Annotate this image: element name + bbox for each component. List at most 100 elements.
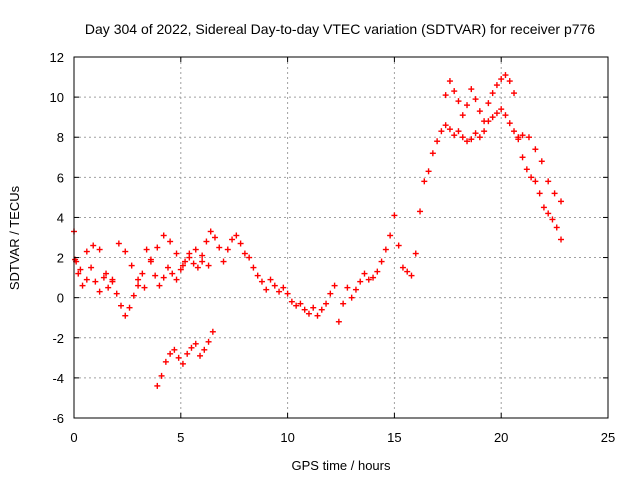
data-point (147, 258, 154, 265)
data-point (446, 78, 453, 85)
data-point (182, 258, 189, 265)
data-point (96, 246, 103, 253)
data-point (130, 292, 137, 299)
data-point (502, 112, 509, 119)
plot-frame (73, 56, 609, 419)
data-point (143, 246, 150, 253)
data-point (171, 346, 178, 353)
data-point (528, 174, 535, 181)
data-point (192, 246, 199, 253)
x-axis-label: GPS time / hours (292, 458, 391, 473)
data-point (216, 244, 223, 251)
data-point (558, 236, 565, 243)
data-point (207, 228, 214, 235)
y-tick-label: -4 (52, 371, 64, 386)
data-point (160, 274, 167, 281)
data-point (139, 270, 146, 277)
data-point (446, 126, 453, 133)
data-point (167, 238, 174, 245)
data-point (154, 382, 161, 389)
data-point (455, 128, 462, 135)
data-point (399, 264, 406, 271)
data-point (476, 134, 483, 141)
data-point (164, 264, 171, 271)
data-point (246, 254, 253, 261)
data-point (493, 82, 500, 89)
data-point (276, 288, 283, 295)
data-point (340, 300, 347, 307)
data-point (186, 254, 193, 261)
data-point (489, 90, 496, 97)
data-point (489, 114, 496, 121)
data-point (459, 134, 466, 141)
data-point (545, 210, 552, 217)
data-point (485, 100, 492, 107)
data-point (538, 158, 545, 165)
data-point (442, 92, 449, 99)
data-point (152, 272, 159, 279)
data-point (451, 88, 458, 95)
data-point (429, 150, 436, 157)
data-point (391, 212, 398, 219)
data-point (122, 312, 129, 319)
data-point (103, 270, 110, 277)
data-point (241, 250, 248, 257)
data-point (237, 240, 244, 247)
data-point (267, 276, 274, 283)
data-point (468, 86, 475, 93)
data-point (451, 132, 458, 139)
data-point (511, 128, 518, 135)
data-point (188, 344, 195, 351)
data-point (417, 208, 424, 215)
data-point (122, 248, 129, 255)
data-point (154, 244, 161, 251)
data-point (203, 238, 210, 245)
data-point (271, 282, 278, 289)
data-point (184, 350, 191, 357)
data-point (156, 282, 163, 289)
y-tick-label: -2 (52, 331, 64, 346)
data-point (100, 274, 107, 281)
data-point (532, 178, 539, 185)
data-point (459, 112, 466, 119)
data-point (293, 302, 300, 309)
data-point (425, 168, 432, 175)
data-point (519, 132, 526, 139)
data-point (357, 278, 364, 285)
data-point (205, 338, 212, 345)
data-point (395, 242, 402, 249)
data-point (323, 300, 330, 307)
data-point (167, 350, 174, 357)
data-point (158, 372, 165, 379)
data-point (179, 262, 186, 269)
data-point (79, 282, 86, 289)
data-point (128, 262, 135, 269)
data-point (205, 262, 212, 269)
data-point (352, 286, 359, 293)
data-point (412, 250, 419, 257)
data-point (387, 232, 394, 239)
data-point (464, 138, 471, 145)
data-point (115, 240, 122, 247)
data-point (421, 178, 428, 185)
data-point (77, 266, 84, 273)
data-point (442, 122, 449, 129)
data-point (515, 134, 522, 141)
data-point (536, 190, 543, 197)
data-point (545, 178, 552, 185)
data-point (126, 304, 133, 311)
y-tick-label: -6 (52, 411, 64, 426)
data-point (455, 98, 462, 105)
grid-layer (74, 57, 608, 418)
data-point (310, 304, 317, 311)
x-tick-label: 0 (70, 430, 77, 445)
data-point (88, 264, 95, 271)
data-point (224, 246, 231, 253)
data-point (481, 118, 488, 125)
data-point (476, 108, 483, 115)
data-point (233, 232, 240, 239)
data-point (498, 76, 505, 83)
data-point (83, 276, 90, 283)
data-point (532, 146, 539, 153)
data-point (229, 236, 236, 243)
